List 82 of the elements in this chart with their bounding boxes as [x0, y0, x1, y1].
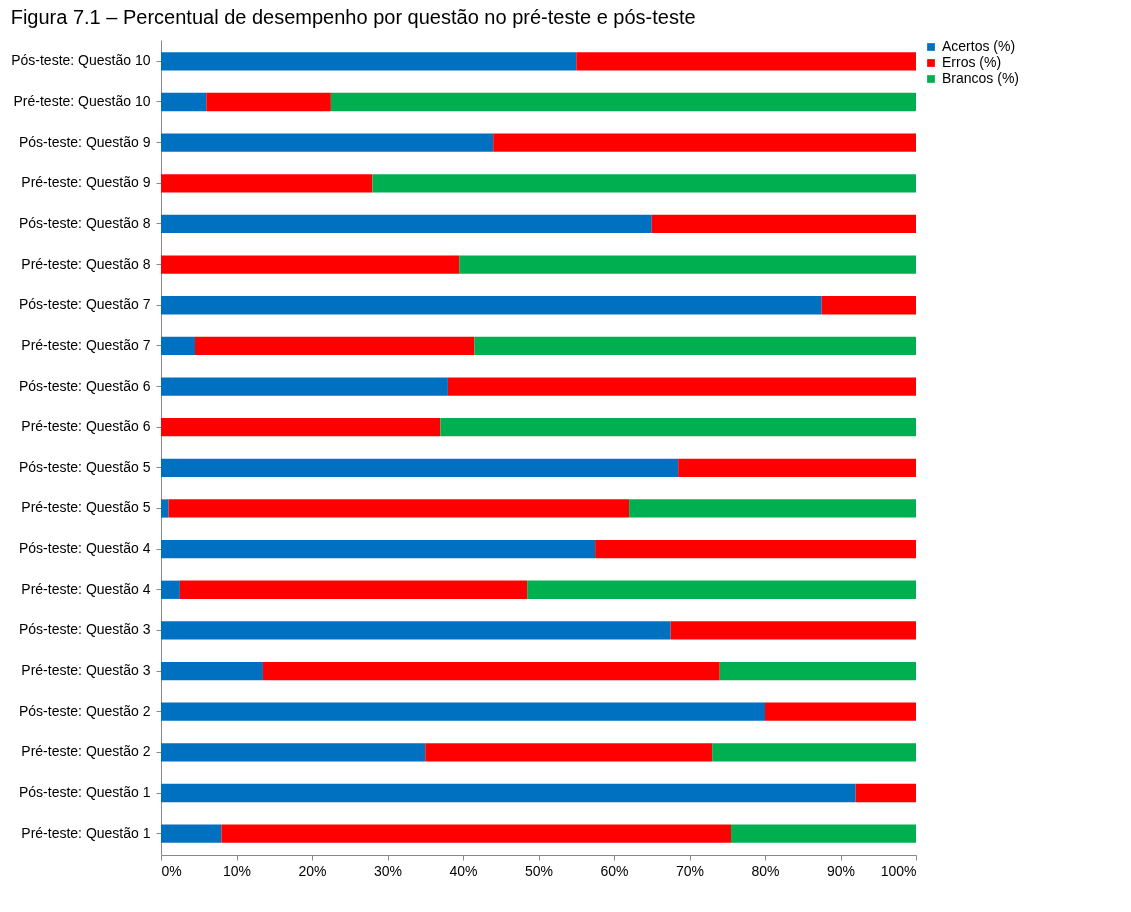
x-tick-label: 30%	[373, 862, 403, 879]
bar	[161, 336, 195, 356]
bar	[161, 499, 169, 518]
y-tick-label: Pré-teste: Questão 5	[21, 499, 151, 516]
bar	[161, 702, 765, 721]
bar	[651, 214, 916, 234]
y-tick-label: Pós-teste: Questão 10	[11, 52, 151, 69]
bar	[821, 296, 916, 315]
bar	[161, 133, 494, 152]
y-tick-label: Pré-teste: Questão 7	[21, 336, 151, 353]
bar	[731, 824, 916, 843]
y-tick-label: Pré-teste: Questão 10	[13, 92, 151, 109]
y-tick-label: Pré-teste: Questão 9	[21, 174, 151, 191]
bar	[576, 52, 916, 71]
chart-title: Figura 7.1 – Percentual de desempenho por questão no pré-teste e pós-teste	[10, 6, 696, 28]
bar	[855, 783, 916, 803]
y-tick-label: Pré-teste: Questão 2	[21, 743, 151, 760]
x-tick-label: 40%	[449, 862, 478, 879]
legend-label: Brancos (%)	[942, 70, 1020, 86]
y-tick-label: Pós-teste: Questão 2	[18, 702, 151, 719]
x-tick-label: 90%	[826, 862, 856, 879]
x-tick-label: 100%	[880, 862, 917, 879]
bar	[678, 458, 916, 477]
bar	[440, 418, 916, 437]
bar	[161, 539, 596, 559]
bar	[330, 92, 916, 112]
x-tick-label: 60%	[600, 862, 629, 879]
bar	[670, 621, 916, 640]
y-tick-label: Pré-teste: Questão 6	[21, 418, 151, 435]
bar	[425, 743, 713, 762]
y-tick-label: Pré-teste: Questão 4	[21, 580, 151, 597]
bar	[161, 214, 652, 234]
x-tick-label: 70%	[675, 862, 705, 879]
x-tick-label: 0%	[161, 862, 182, 879]
bar	[168, 499, 630, 518]
y-tick-label: Pós-teste: Questão 6	[18, 377, 151, 394]
bar	[595, 539, 916, 559]
bar	[161, 92, 207, 112]
bar	[206, 92, 331, 112]
x-tick-label: 20%	[298, 862, 327, 879]
y-tick-label: Pós-teste: Questão 1	[18, 784, 151, 801]
bar	[447, 377, 916, 396]
bar	[765, 702, 916, 721]
legend-label: Acertos (%)	[942, 38, 1016, 54]
bar	[179, 580, 528, 599]
bar	[161, 458, 679, 477]
bar	[474, 336, 916, 356]
bar	[493, 133, 916, 152]
bar	[161, 296, 822, 315]
x-tick-label: 50%	[524, 862, 554, 879]
y-tick-label: Pré-teste: Questão 3	[21, 662, 151, 679]
bar	[194, 336, 475, 356]
y-tick-label: Pós-teste: Questão 8	[18, 214, 151, 231]
y-tick-label: Pré-teste: Questão 1	[21, 824, 151, 841]
bar	[161, 580, 180, 599]
y-tick-label: Pós-teste: Questão 3	[18, 621, 151, 638]
x-tick-label: 80%	[751, 862, 780, 879]
legend-label: Erros (%)	[942, 54, 1002, 70]
bar	[161, 52, 577, 71]
bar	[161, 661, 263, 681]
y-tick-label: Pré-teste: Questão 8	[21, 255, 151, 272]
bar	[629, 499, 916, 518]
bar	[161, 621, 671, 640]
y-tick-label: Pós-teste: Questão 4	[18, 540, 151, 557]
x-tick-label: 10%	[222, 862, 252, 879]
bar	[161, 377, 448, 396]
bar	[262, 661, 720, 681]
bar	[161, 824, 222, 843]
bar	[161, 255, 460, 274]
bar	[161, 418, 441, 437]
bar	[372, 174, 916, 193]
bar	[161, 783, 856, 803]
bar	[719, 661, 916, 681]
bar	[459, 255, 916, 274]
y-tick-label: Pós-teste: Questão 9	[18, 133, 151, 150]
bar	[161, 174, 373, 193]
bar	[527, 580, 916, 599]
bar	[221, 824, 732, 843]
y-tick-label: Pós-teste: Questão 7	[18, 296, 151, 313]
y-tick-label: Pós-teste: Questão 5	[18, 458, 151, 475]
bar	[712, 743, 916, 762]
bar	[161, 743, 426, 762]
